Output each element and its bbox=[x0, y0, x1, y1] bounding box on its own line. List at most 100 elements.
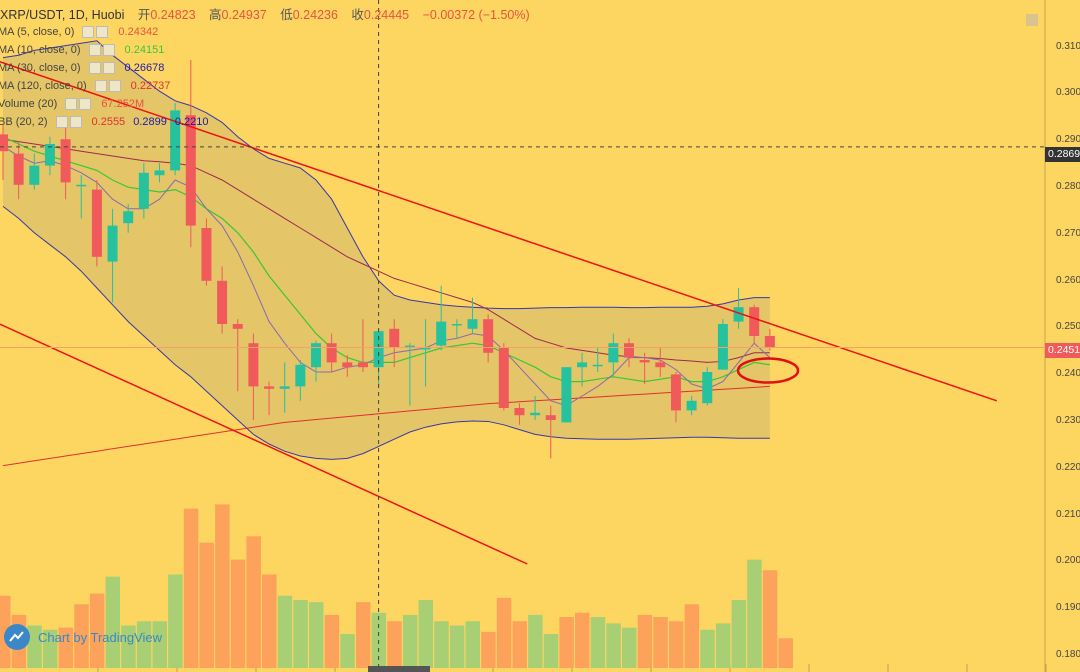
candle-body bbox=[530, 412, 541, 416]
volume-bar bbox=[496, 597, 512, 668]
volume-bar bbox=[778, 638, 793, 668]
volume-bar bbox=[89, 593, 105, 668]
volume-bar bbox=[27, 625, 42, 668]
ma120-line bbox=[2, 385, 770, 467]
candle-body bbox=[311, 343, 321, 368]
indicator-ma10[interactable]: MA (10, close, 0) 0.24151 bbox=[0, 41, 164, 58]
close-value: 0.24445 bbox=[363, 8, 410, 22]
settings-icon[interactable] bbox=[82, 25, 95, 38]
candle-body bbox=[670, 374, 681, 411]
volume-bar bbox=[309, 602, 324, 668]
candle-body bbox=[29, 165, 40, 185]
indicator-name: MA (120, close, 0) bbox=[0, 79, 87, 92]
indicator-bb[interactable]: BB (20, 2) 0.2555 0.2899 0.2210 bbox=[0, 113, 209, 130]
candle-body bbox=[373, 331, 384, 368]
candle-body bbox=[764, 336, 775, 348]
indicator-value: 0.2899 bbox=[133, 115, 167, 128]
candle-body bbox=[483, 319, 494, 353]
candle-body bbox=[404, 345, 415, 348]
volume-bar bbox=[668, 621, 684, 668]
indicator-ma120[interactable]: MA (120, close, 0) 0.22737 bbox=[0, 77, 170, 94]
candle-body bbox=[107, 225, 118, 262]
symbol-title: XRP/USDT, 1D, Huobi bbox=[0, 8, 125, 22]
volume-bar bbox=[762, 570, 778, 668]
volume-bar bbox=[528, 614, 543, 668]
volume-bar bbox=[590, 617, 606, 668]
volume-bar bbox=[262, 574, 277, 668]
indicator-ma5[interactable]: MA (5, close, 0) 0.24342 bbox=[0, 23, 158, 40]
close-icon[interactable] bbox=[108, 79, 121, 92]
close-icon[interactable] bbox=[96, 25, 109, 38]
last-price-tag: 0.2451 bbox=[1045, 343, 1080, 358]
candle-body bbox=[389, 328, 400, 348]
candle-body bbox=[655, 362, 666, 368]
indicator-ma30[interactable]: MA (30, close, 0) 0.26678 bbox=[0, 59, 164, 76]
volume-bar bbox=[340, 634, 355, 668]
candle-body bbox=[451, 324, 462, 326]
trendline bbox=[0, 323, 528, 565]
candle-body bbox=[749, 307, 760, 336]
ma10-line bbox=[2, 136, 770, 383]
indicator-value: 0.24342 bbox=[118, 25, 159, 38]
volume-bar bbox=[215, 504, 230, 668]
candle-body bbox=[0, 134, 8, 152]
candle-body bbox=[123, 211, 134, 224]
settings-icon[interactable] bbox=[88, 61, 101, 74]
volume-bar bbox=[402, 614, 418, 668]
volume-bar bbox=[715, 623, 731, 668]
candle-body bbox=[295, 364, 306, 387]
high-value: 0.24937 bbox=[221, 8, 267, 22]
candle-body bbox=[686, 400, 697, 411]
close-icon[interactable] bbox=[102, 43, 115, 56]
trendline bbox=[0, 61, 998, 402]
settings-icon[interactable] bbox=[94, 79, 107, 92]
volume-bar bbox=[183, 508, 199, 668]
candle-body bbox=[44, 144, 55, 166]
candle-body bbox=[201, 228, 212, 281]
indicator-value: 0.26678 bbox=[124, 61, 165, 74]
volume-bar bbox=[575, 612, 590, 668]
close-icon[interactable] bbox=[69, 115, 82, 128]
candle-body bbox=[342, 362, 353, 368]
candle-body bbox=[717, 324, 728, 370]
settings-icon[interactable] bbox=[65, 97, 78, 110]
volume-bar bbox=[543, 634, 559, 668]
candle-body bbox=[702, 372, 713, 404]
indicator-volume[interactable]: Volume (20) 67.252M bbox=[0, 95, 144, 112]
chart-settings-icon[interactable] bbox=[1026, 14, 1038, 26]
volume-bar bbox=[747, 559, 762, 668]
candle-body bbox=[357, 362, 368, 368]
close-icon[interactable] bbox=[79, 97, 92, 110]
settings-icon[interactable] bbox=[55, 115, 68, 128]
volume-bar bbox=[324, 614, 340, 668]
candle-body bbox=[76, 184, 87, 187]
open-label: 开 bbox=[137, 8, 151, 22]
volume-bar bbox=[74, 604, 89, 668]
candle-body bbox=[279, 386, 290, 389]
candle-body bbox=[170, 110, 181, 171]
candle-body bbox=[264, 386, 275, 389]
candle-body bbox=[248, 343, 259, 387]
ma5-line bbox=[2, 145, 771, 407]
settings-icon[interactable] bbox=[88, 43, 101, 56]
candle-body bbox=[138, 172, 149, 209]
watermark-text: Chart by TradingView bbox=[38, 629, 163, 645]
close-icon[interactable] bbox=[102, 61, 115, 74]
candle-body bbox=[608, 343, 619, 363]
tradingview-watermark[interactable]: Chart by TradingView bbox=[4, 624, 162, 650]
candle-body bbox=[154, 170, 165, 176]
candle-body bbox=[639, 360, 650, 363]
open-value: 0.24823 bbox=[150, 8, 196, 22]
volume-bar bbox=[684, 604, 700, 668]
volume-bar bbox=[731, 600, 747, 668]
volume-bar bbox=[434, 621, 449, 668]
volume-bar bbox=[277, 595, 293, 668]
